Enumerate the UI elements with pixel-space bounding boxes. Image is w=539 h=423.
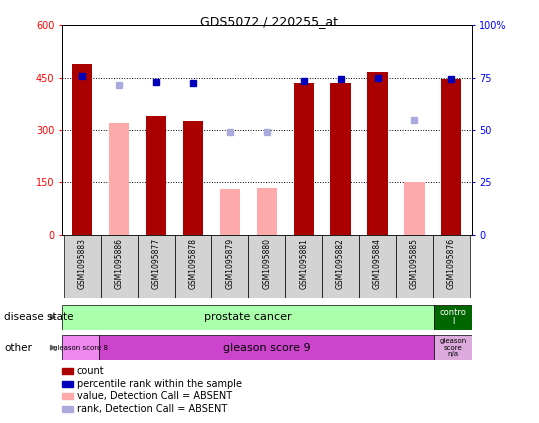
Bar <box>368 72 388 235</box>
Text: GSM1095882: GSM1095882 <box>336 238 345 289</box>
Bar <box>434 305 472 330</box>
Bar <box>330 83 351 235</box>
Bar <box>62 368 73 374</box>
Text: disease state: disease state <box>4 312 74 322</box>
Text: GSM1095884: GSM1095884 <box>373 238 382 289</box>
Bar <box>248 235 285 298</box>
Bar <box>359 235 396 298</box>
Bar <box>62 335 99 360</box>
Bar <box>220 190 240 235</box>
Bar <box>433 235 470 298</box>
Text: GSM1095881: GSM1095881 <box>299 238 308 289</box>
Bar <box>62 393 73 399</box>
Text: gleason
score
n/a: gleason score n/a <box>439 338 467 357</box>
Bar <box>64 235 101 298</box>
Bar <box>99 335 434 360</box>
Bar <box>434 335 472 360</box>
Text: contro
l: contro l <box>440 308 466 326</box>
Bar <box>62 406 73 412</box>
Bar <box>183 121 203 235</box>
Text: prostate cancer: prostate cancer <box>204 312 292 322</box>
Bar <box>109 123 129 235</box>
Bar <box>396 235 433 298</box>
Bar <box>72 64 92 235</box>
Text: GSM1095876: GSM1095876 <box>447 238 456 289</box>
Bar <box>137 235 175 298</box>
Bar <box>441 80 461 235</box>
Text: GDS5072 / 220255_at: GDS5072 / 220255_at <box>201 15 338 28</box>
Text: GSM1095885: GSM1095885 <box>410 238 419 289</box>
Text: GSM1095878: GSM1095878 <box>189 238 197 289</box>
Text: value, Detection Call = ABSENT: value, Detection Call = ABSENT <box>77 391 232 401</box>
Text: GSM1095880: GSM1095880 <box>262 238 271 289</box>
Text: GSM1095877: GSM1095877 <box>151 238 161 289</box>
Bar <box>62 381 73 387</box>
Bar <box>322 235 359 298</box>
Bar <box>285 235 322 298</box>
Text: GSM1095879: GSM1095879 <box>225 238 234 289</box>
Bar <box>211 235 248 298</box>
Text: gleason score 9: gleason score 9 <box>223 343 310 353</box>
Bar <box>175 235 211 298</box>
Text: count: count <box>77 366 104 376</box>
Text: GSM1095883: GSM1095883 <box>78 238 87 289</box>
Text: GSM1095886: GSM1095886 <box>115 238 123 289</box>
Bar <box>294 83 314 235</box>
Text: percentile rank within the sample: percentile rank within the sample <box>77 379 241 389</box>
Bar <box>146 116 166 235</box>
Bar <box>101 235 137 298</box>
Text: rank, Detection Call = ABSENT: rank, Detection Call = ABSENT <box>77 404 227 414</box>
Bar <box>257 188 277 235</box>
Text: gleason score 8: gleason score 8 <box>53 345 108 351</box>
Bar <box>404 182 425 235</box>
Text: other: other <box>4 343 32 353</box>
